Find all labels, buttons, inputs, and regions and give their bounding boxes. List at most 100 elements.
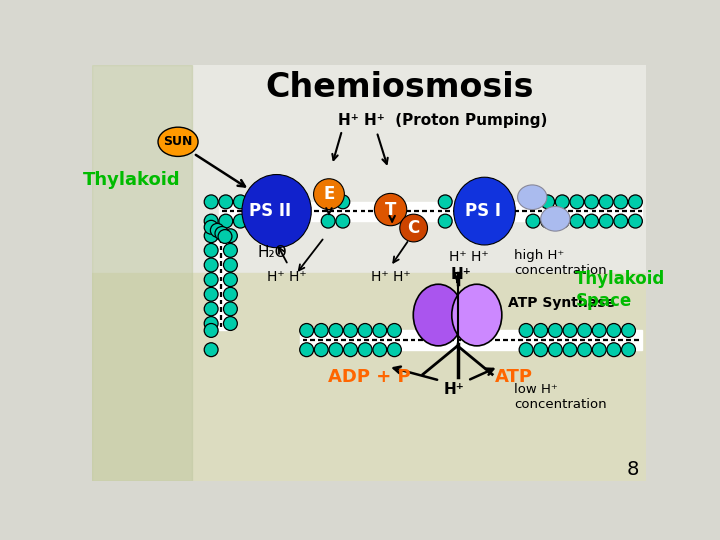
- Circle shape: [563, 343, 577, 356]
- Circle shape: [314, 179, 344, 210]
- Ellipse shape: [541, 206, 570, 231]
- Circle shape: [519, 323, 533, 338]
- Text: Thylakoid: Thylakoid: [83, 171, 181, 190]
- Text: Thylakoid
Space: Thylakoid Space: [575, 269, 665, 310]
- Bar: [92, 65, 192, 481]
- Bar: [300, 330, 642, 350]
- Circle shape: [577, 323, 592, 338]
- Circle shape: [438, 195, 452, 209]
- Ellipse shape: [518, 185, 547, 210]
- Circle shape: [215, 226, 229, 240]
- Text: H⁺: H⁺: [451, 267, 472, 282]
- Ellipse shape: [242, 174, 311, 248]
- Circle shape: [614, 214, 628, 228]
- Circle shape: [315, 343, 328, 356]
- Circle shape: [204, 287, 218, 301]
- Circle shape: [593, 323, 606, 338]
- Circle shape: [373, 343, 387, 356]
- Text: PS I: PS I: [465, 202, 501, 220]
- Text: ATP: ATP: [495, 368, 533, 386]
- Circle shape: [387, 343, 401, 356]
- Text: ADP + P: ADP + P: [328, 368, 410, 386]
- Circle shape: [204, 214, 218, 228]
- Text: C: C: [408, 219, 420, 237]
- Bar: [211, 221, 230, 330]
- Circle shape: [223, 273, 238, 287]
- Circle shape: [593, 343, 606, 356]
- Text: H⁺ H⁺: H⁺ H⁺: [371, 269, 410, 284]
- Circle shape: [204, 316, 218, 330]
- Circle shape: [223, 287, 238, 301]
- Text: H⁺ H⁺: H⁺ H⁺: [449, 251, 489, 264]
- Circle shape: [204, 220, 218, 234]
- Circle shape: [343, 323, 357, 338]
- Circle shape: [329, 323, 343, 338]
- Circle shape: [223, 316, 238, 330]
- Circle shape: [300, 323, 314, 338]
- Circle shape: [204, 195, 218, 209]
- Circle shape: [204, 258, 218, 272]
- Circle shape: [585, 195, 598, 209]
- Circle shape: [438, 214, 452, 228]
- Circle shape: [315, 323, 328, 338]
- Circle shape: [223, 302, 238, 316]
- Circle shape: [204, 323, 218, 338]
- Circle shape: [300, 343, 314, 356]
- Text: H⁺: H⁺: [444, 382, 464, 397]
- Circle shape: [329, 343, 343, 356]
- Circle shape: [359, 323, 372, 338]
- Circle shape: [223, 229, 238, 242]
- Circle shape: [621, 323, 636, 338]
- Circle shape: [336, 195, 350, 209]
- Text: 8: 8: [626, 460, 639, 478]
- Text: H⁺ H⁺  (Proton Pumping): H⁺ H⁺ (Proton Pumping): [338, 113, 548, 128]
- Bar: [92, 273, 647, 481]
- Circle shape: [629, 214, 642, 228]
- Text: H₂O: H₂O: [258, 245, 287, 260]
- Circle shape: [321, 214, 335, 228]
- Circle shape: [577, 343, 592, 356]
- Text: ATP Synthase: ATP Synthase: [508, 296, 615, 310]
- Circle shape: [336, 214, 350, 228]
- Circle shape: [526, 214, 540, 228]
- Circle shape: [534, 343, 548, 356]
- Circle shape: [233, 214, 248, 228]
- Circle shape: [526, 195, 540, 209]
- Circle shape: [373, 323, 387, 338]
- Ellipse shape: [158, 127, 198, 157]
- Text: high H⁺
concentration: high H⁺ concentration: [514, 249, 606, 276]
- Bar: [92, 65, 647, 273]
- Circle shape: [223, 258, 238, 272]
- Circle shape: [563, 323, 577, 338]
- Circle shape: [219, 214, 233, 228]
- Text: H⁺ H⁺: H⁺ H⁺: [267, 269, 307, 284]
- Circle shape: [599, 214, 613, 228]
- Circle shape: [549, 343, 562, 356]
- Circle shape: [204, 302, 218, 316]
- Circle shape: [218, 230, 232, 244]
- Circle shape: [219, 195, 233, 209]
- Circle shape: [607, 323, 621, 338]
- Circle shape: [387, 323, 401, 338]
- Circle shape: [223, 244, 238, 257]
- Text: E: E: [323, 185, 335, 203]
- Ellipse shape: [451, 284, 502, 346]
- Text: Chemiosmosis: Chemiosmosis: [266, 71, 534, 104]
- Circle shape: [599, 195, 613, 209]
- Circle shape: [374, 193, 407, 226]
- Circle shape: [549, 323, 562, 338]
- Circle shape: [570, 195, 584, 209]
- Bar: [219, 202, 642, 221]
- Circle shape: [541, 214, 554, 228]
- Circle shape: [570, 214, 584, 228]
- Circle shape: [204, 343, 218, 356]
- Circle shape: [343, 343, 357, 356]
- Circle shape: [534, 323, 548, 338]
- Circle shape: [359, 343, 372, 356]
- Circle shape: [204, 244, 218, 257]
- Circle shape: [629, 195, 642, 209]
- Circle shape: [555, 195, 570, 209]
- Circle shape: [519, 343, 533, 356]
- Text: low H⁺
concentration: low H⁺ concentration: [514, 383, 606, 411]
- Circle shape: [400, 214, 428, 242]
